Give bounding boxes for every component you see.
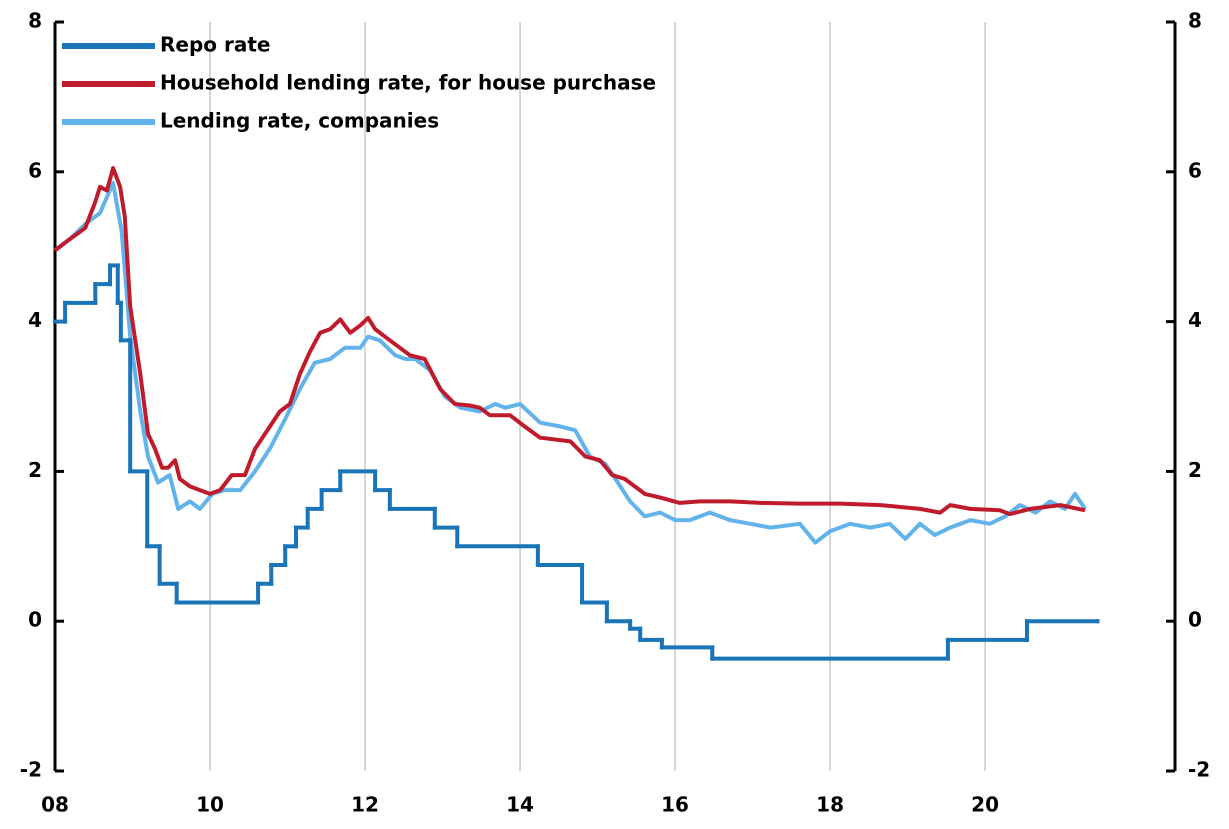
x-tick-label: 12 (351, 793, 379, 817)
x-tick-label: 14 (506, 793, 534, 817)
y2-tick-label: 4 (1188, 308, 1202, 332)
y-tick-label: 2 (28, 458, 42, 482)
x-tick-label: 18 (816, 793, 844, 817)
series-line (53, 166, 1086, 517)
y-tick-label: -2 (20, 758, 42, 782)
x-tick-label: 20 (971, 793, 999, 817)
y2-tick-label: 8 (1188, 9, 1202, 33)
x-tick-label: 08 (41, 793, 69, 817)
y2-tick-label: 2 (1188, 458, 1202, 482)
legend-label: Household lending rate, for house purcha… (160, 71, 656, 95)
legend-label: Lending rate, companies (160, 109, 439, 133)
y-tick-label: 8 (28, 9, 42, 33)
x-tick-label: 16 (661, 793, 689, 817)
y-tick-label: 0 (28, 608, 42, 632)
y2-tick-label: -2 (1188, 758, 1210, 782)
series-line (53, 181, 1087, 545)
y-tick-label: 4 (28, 308, 42, 332)
y2-tick-label: 6 (1188, 158, 1202, 182)
y2-tick-label: 0 (1188, 608, 1202, 632)
legend-label: Repo rate (160, 33, 270, 57)
x-tick-label: 10 (196, 793, 224, 817)
y-tick-label: 6 (28, 158, 42, 182)
